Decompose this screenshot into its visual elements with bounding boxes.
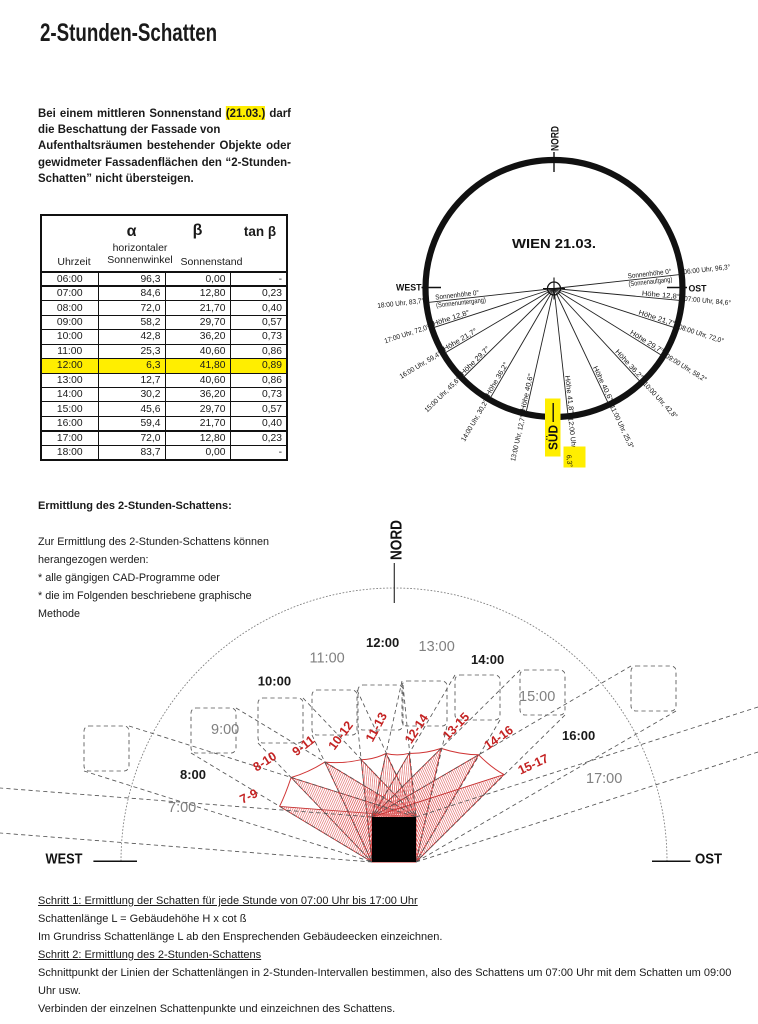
svg-text:6,3°: 6,3° <box>565 454 574 468</box>
svg-text:Höhe 29,7°: Höhe 29,7° <box>629 329 666 356</box>
svg-text:Höhe 21,7°: Höhe 21,7° <box>442 327 479 353</box>
svg-text:Höhe 29,7°: Höhe 29,7° <box>459 345 492 377</box>
svg-text:(Sonnenaufgang): (Sonnenaufgang) <box>628 276 673 288</box>
svg-text:09:00 Uhr, 58,2°: 09:00 Uhr, 58,2° <box>664 352 708 384</box>
svg-text:10:00 Uhr, 42,8°: 10:00 Uhr, 42,8° <box>641 380 679 420</box>
svg-text:9:00: 9:00 <box>211 722 239 738</box>
svg-text:Höhe 12,8°: Höhe 12,8° <box>642 289 681 301</box>
svg-text:Höhe 21,7°: Höhe 21,7° <box>638 309 677 328</box>
svg-text:12:00: 12:00 <box>366 635 399 650</box>
svg-text:8:00: 8:00 <box>180 767 206 782</box>
svg-text:11-13: 11-13 <box>363 710 390 744</box>
svg-text:11:00 Uhr, 25,3°: 11:00 Uhr, 25,3° <box>608 404 635 450</box>
svg-text:14:00: 14:00 <box>471 652 504 667</box>
svg-text:13:00 Uhr, 12,7°: 13:00 Uhr, 12,7° <box>509 414 527 462</box>
svg-text:Höhe 12,8°: Höhe 12,8° <box>432 308 471 327</box>
svg-text:7:00: 7:00 <box>168 800 196 816</box>
svg-text:06:00 Uhr, 96,3°: 06:00 Uhr, 96,3° <box>683 263 731 276</box>
svg-text:8-10: 8-10 <box>251 749 280 774</box>
svg-text:WEST: WEST <box>46 851 83 868</box>
svg-text:08:00 Uhr, 72,0°: 08:00 Uhr, 72,0° <box>677 323 724 345</box>
svg-text:NORD: NORD <box>550 126 562 151</box>
svg-text:OST: OST <box>689 284 707 295</box>
svg-text:17:00 Uhr, 72,0°: 17:00 Uhr, 72,0° <box>383 323 430 345</box>
svg-text:Höhe 40,6°: Höhe 40,6° <box>519 372 535 411</box>
svg-text:WIEN 21.03.: WIEN 21.03. <box>512 236 596 251</box>
svg-text:Höhe 41,8°: Höhe 41,8° <box>563 375 575 414</box>
svg-text:Höhe 36,2°: Höhe 36,2° <box>484 361 510 398</box>
svg-text:13-15: 13-15 <box>440 710 472 743</box>
svg-text:7-9: 7-9 <box>238 786 260 806</box>
svg-text:11:00: 11:00 <box>310 651 345 667</box>
svg-text:18:00 Uhr, 83,7°: 18:00 Uhr, 83,7° <box>377 297 425 310</box>
svg-text:NORD: NORD <box>389 520 406 560</box>
svg-text:15:00 Uhr, 45,6°: 15:00 Uhr, 45,6° <box>423 375 462 414</box>
svg-text:13:00: 13:00 <box>419 639 455 655</box>
svg-text:07:00 Uhr, 84,6°: 07:00 Uhr, 84,6° <box>684 295 732 307</box>
svg-text:WEST: WEST <box>396 283 422 293</box>
svg-text:16:00: 16:00 <box>562 728 595 743</box>
svg-text:10:00: 10:00 <box>258 674 291 689</box>
svg-text:12:00 Uhr,: 12:00 Uhr, <box>566 417 577 450</box>
svg-text:15-17: 15-17 <box>516 751 551 777</box>
svg-text:SÜD: SÜD <box>546 425 561 450</box>
svg-text:17:00: 17:00 <box>586 771 622 787</box>
svg-text:14:00 Uhr, 30,2°: 14:00 Uhr, 30,2° <box>460 398 491 443</box>
svg-text:Höhe 36,2°: Höhe 36,2° <box>613 348 645 381</box>
svg-text:OST: OST <box>695 851 722 868</box>
svg-text:14-16: 14-16 <box>482 723 516 753</box>
svg-text:10-12: 10-12 <box>326 719 356 753</box>
svg-text:15:00: 15:00 <box>519 689 555 705</box>
svg-text:16:00 Uhr, 59,4°: 16:00 Uhr, 59,4° <box>398 350 443 381</box>
svg-text:Höhe 40,6°: Höhe 40,6° <box>591 365 615 403</box>
